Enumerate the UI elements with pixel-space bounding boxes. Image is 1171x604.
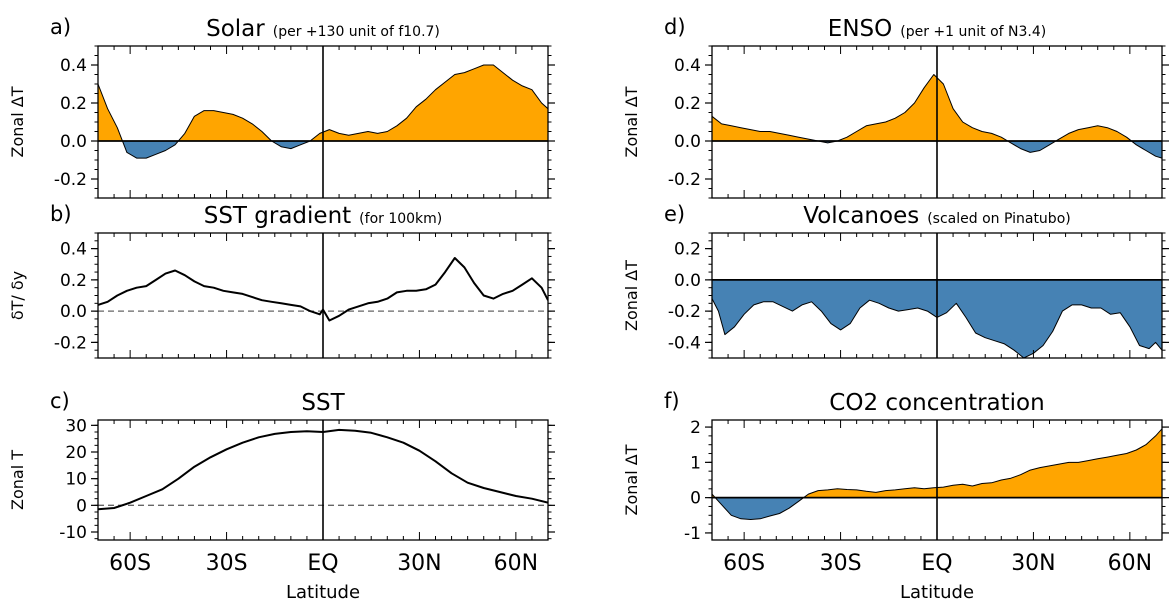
y-tick-label: 0 [690, 489, 701, 509]
y-tick-label: 0.0 [60, 302, 87, 322]
y-tick-label: -0.2 [54, 170, 87, 190]
chart-panel-2: -0.2 0.0 0.2 0.4 δT/ δy b) SST gradient (for 10… [8, 202, 555, 359]
y-tick-label: 2 [690, 418, 701, 438]
x-axis-label: Latitude [286, 582, 360, 603]
title-subtitle: (per +1 unit of N3.4) [900, 24, 1046, 40]
chart-panel-3: -10 0 10 20 30 Zonal T c) SST 60S 30S EQ 30N 60N Lati… [8, 389, 555, 603]
y-tick-label: -10 [59, 523, 87, 543]
y-tick-label: 0.2 [674, 94, 701, 114]
title-main: SST [301, 390, 345, 416]
chart-panel-6: -1 0 1 2 Zonal ΔT f) CO2 concentration 60S 30S EQ… [622, 389, 1169, 603]
y-tick-label: 0.2 [60, 271, 87, 291]
y-tick-label: 0.0 [674, 132, 701, 152]
panel-letter: d) [664, 15, 686, 39]
panel-letter: a) [50, 15, 71, 39]
y-axis-label: Zonal ΔT [622, 260, 641, 331]
chart-title: SST [301, 390, 345, 416]
y-tick-label: -1 [684, 524, 701, 544]
x-tick-label: EQ [921, 551, 952, 576]
y-tick-label: 0.0 [674, 271, 701, 291]
series-line [98, 64, 548, 159]
negative-area [712, 279, 1162, 358]
chart-title: ENSO (per +1 unit of N3.4) [828, 16, 1046, 42]
y-axis-label: Zonal ΔT [622, 444, 641, 515]
panel-letter: e) [664, 202, 685, 226]
y-tick-label: 1 [690, 453, 701, 473]
y-tick-label: 0.4 [674, 56, 701, 76]
title-main: CO2 concentration [829, 390, 1044, 416]
chart-panel-4: -0.2 0.0 0.2 0.4 Zonal ΔT d) ENSO (per +1 unit … [622, 15, 1169, 199]
title-main: SST gradient [204, 203, 351, 229]
x-tick-label: 60N [1108, 551, 1152, 576]
panel-letter: c) [50, 389, 70, 413]
title-main: Volcanoes [803, 203, 919, 229]
chart-panel-5: -0.4 -0.2 0.0 0.2 Zonal ΔT e) Volcanoes (scaled… [622, 202, 1169, 359]
chart-title: SST gradient (for 100km) [204, 203, 443, 229]
title-subtitle: (per +130 unit of f10.7) [273, 24, 440, 40]
x-tick-label: 60N [494, 551, 538, 576]
y-tick-label: 0.2 [60, 94, 87, 114]
negative-area [98, 141, 548, 159]
y-tick-label: -0.2 [668, 302, 701, 322]
chart-panel-1: -0.2 0.0 0.2 0.4 Zonal ΔT a) Solar (per +130 un… [8, 15, 555, 199]
y-tick-label: -0.2 [668, 170, 701, 190]
x-tick-label: 30S [820, 551, 862, 576]
title-subtitle: (for 100km) [359, 211, 442, 227]
panel-letter: b) [50, 202, 72, 226]
x-tick-label: 30N [1011, 551, 1055, 576]
x-tick-label: EQ [307, 551, 338, 576]
positive-area [712, 428, 1162, 498]
chart-title: Volcanoes (scaled on Pinatubo) [803, 203, 1070, 229]
y-tick-label: -0.2 [54, 333, 87, 353]
y-tick-label: 30 [65, 416, 87, 436]
y-tick-label: 0 [76, 496, 87, 516]
y-axis-label: Zonal ΔT [8, 86, 27, 157]
y-axis-label: Zonal ΔT [622, 86, 641, 157]
y-tick-label: 0.4 [60, 240, 87, 260]
positive-area [98, 65, 548, 141]
x-tick-label: 30S [206, 551, 248, 576]
chart-title: Solar (per +130 unit of f10.7) [206, 16, 440, 42]
y-tick-label: 0.2 [674, 240, 701, 260]
y-tick-label: -0.4 [668, 333, 701, 353]
title-subtitle: (scaled on Pinatubo) [927, 211, 1071, 227]
chart-title: CO2 concentration [829, 390, 1044, 416]
series-line [712, 74, 1162, 159]
y-tick-label: 20 [65, 443, 87, 463]
y-axis-label: Zonal T [8, 450, 27, 510]
title-main: ENSO [828, 16, 892, 42]
panel-letter: f) [664, 389, 680, 413]
series-line [712, 428, 1162, 520]
x-axis-label: Latitude [900, 582, 974, 603]
y-axis-label: δT/ δy [8, 271, 27, 320]
title-main: Solar [206, 16, 265, 42]
x-tick-label: 60S [723, 551, 765, 576]
x-tick-label: 30N [397, 551, 441, 576]
y-tick-label: 0.0 [60, 132, 87, 152]
y-tick-label: 0.4 [60, 56, 87, 76]
x-tick-label: 60S [109, 551, 151, 576]
negative-area [715, 497, 804, 520]
y-tick-label: 10 [65, 470, 87, 490]
